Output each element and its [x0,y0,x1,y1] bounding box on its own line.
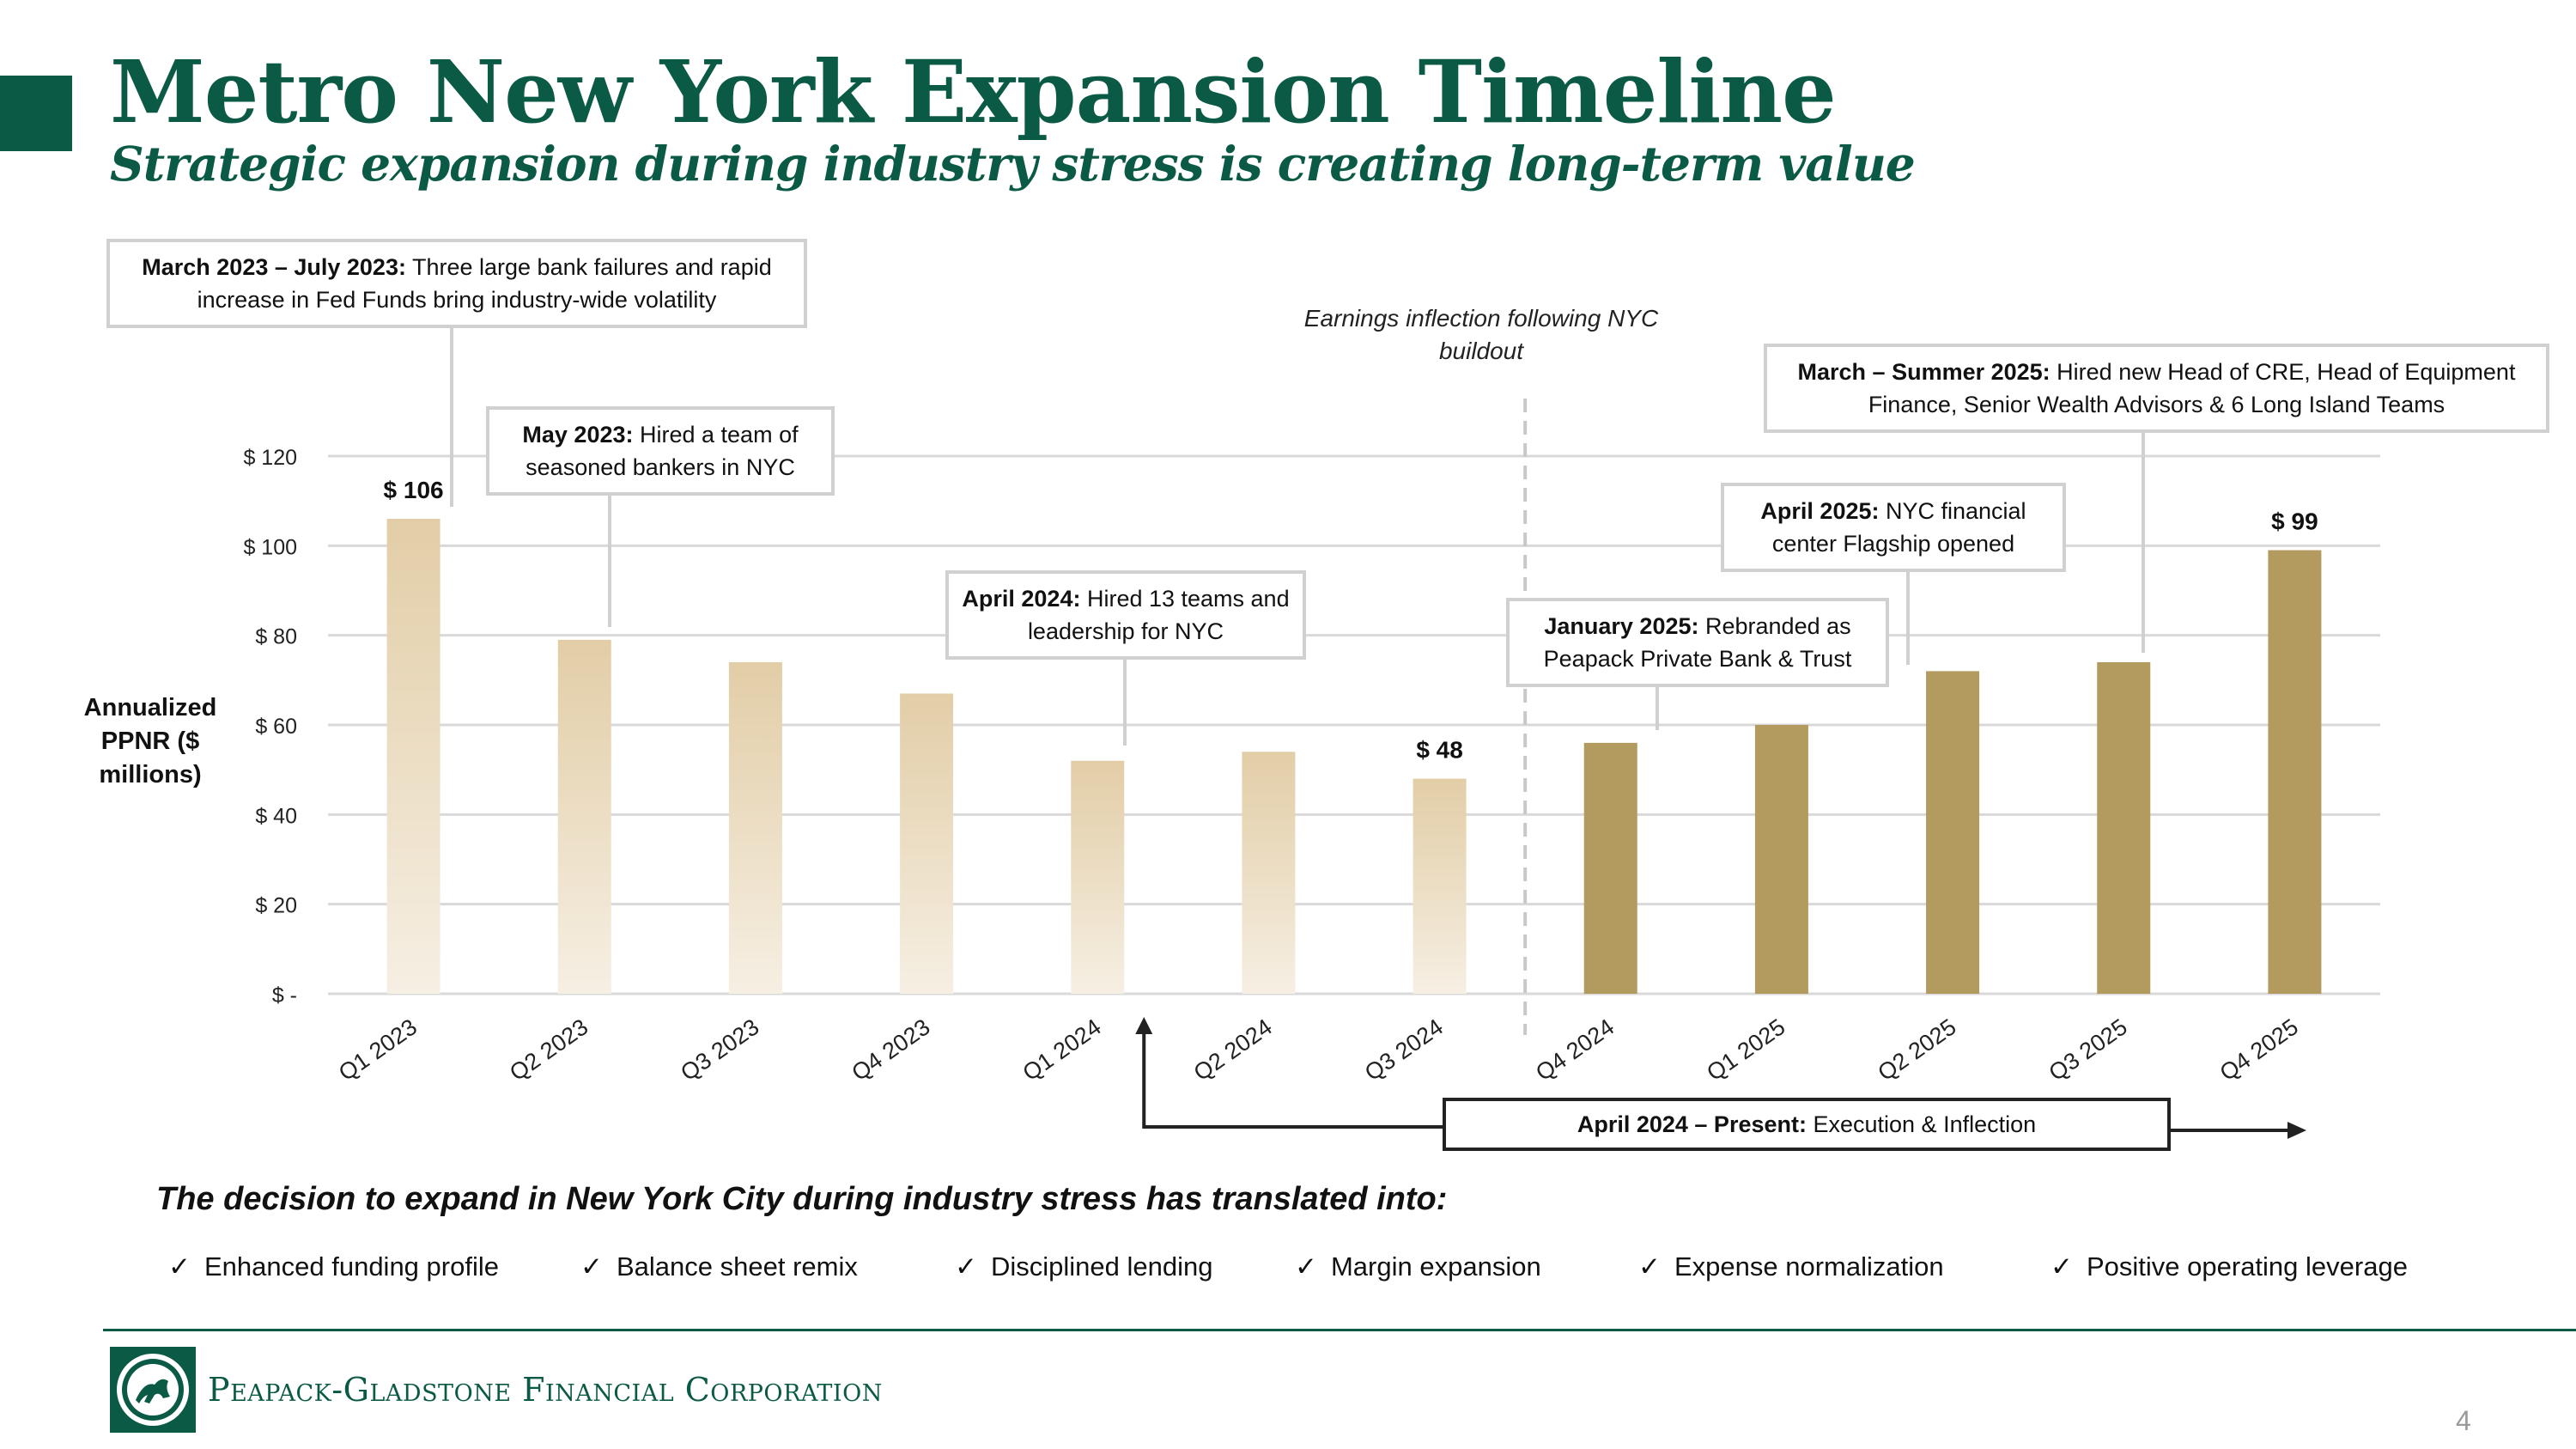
page-number: 4 [2456,1405,2471,1436]
bar-q2-2023 [557,639,611,994]
bar-q3-2024 [1413,778,1467,994]
company-seal-logo [110,1347,196,1433]
right-arrow-icon [2287,1122,2306,1139]
x-tick-label: Q2 2025 [1873,1014,1960,1086]
check-icon: ✓ [1295,1251,1317,1282]
execution-bracket-line [1142,1027,1443,1129]
callout-april-2024-date: April 2024: [962,586,1081,612]
bar-q3-2023 [728,661,782,994]
callout-april-2025-date: April 2025: [1760,498,1880,524]
check-icon: ✓ [168,1251,191,1282]
check-icon: ✓ [2050,1251,2073,1282]
y-tick-label: $ 120 [243,446,297,470]
callout-april-2025: April 2025: NYC financial center Flagshi… [1721,483,2066,572]
callout-may-2023-date: May 2023: [522,422,634,447]
bar-q2-2024 [1242,752,1296,994]
ppnr-bar-chart: $ - $ 20 $ 40 $ 60 $ 80 $ 100 $ 120 Q1 2023 Q2 2… [243,325,2380,1139]
bar-q1-2023 [386,519,440,994]
bullet-enhanced-funding: ✓ Enhanced funding profile [168,1251,499,1282]
bullet-label: Balance sheet remix [616,1251,858,1282]
bar-q1-2025 [1754,725,1808,994]
page-subtitle: Strategic expansion during industry stre… [110,136,1916,192]
bullet-label: Expense normalization [1674,1251,1944,1282]
callout-april-2024: April 2024: Hired 13 teams and leadershi… [945,570,1306,660]
footer-divider [103,1329,2576,1331]
y-tick-label: $ 20 [255,894,297,918]
bullet-operating-leverage: ✓ Positive operating leverage [2050,1251,2408,1282]
callout-march-2023: March 2023 – July 2023: Three large bank… [106,239,807,328]
x-tick-label: Q1 2023 [334,1014,422,1086]
callout-march-2023-date: March 2023 – July 2023: [142,254,406,280]
bottom-heading: The decision to expand in New York City … [156,1181,1448,1217]
callout-january-2025: January 2025: Rebranded as Peapack Priva… [1506,598,1889,687]
bar-q4-2024 [1583,742,1637,994]
callout-april-2024-text: Hired 13 teams and leadership for NYC [1027,586,1290,644]
check-icon: ✓ [580,1251,603,1282]
bar-q3-2025 [2097,661,2151,994]
bullet-label: Margin expansion [1330,1251,1541,1282]
callout-march-2023-text: Three large bank failures and rapid incr… [197,254,772,313]
y-tick-label: $ - [272,983,297,1008]
earnings-inflection-note: Earnings inflection following NYC buildo… [1303,305,1659,364]
callout-execution-inflection-text: Execution & Inflection [1806,1111,2037,1137]
bullet-label: Enhanced funding profile [204,1251,499,1282]
callout-march-summer-2025: March – Summer 2025: Hired new Head of C… [1764,344,2549,433]
callout-may-2023-text: Hired a team of seasoned bankers in NYC [526,422,799,480]
callout-march-summer-2025-date: March – Summer 2025: [1797,359,2050,385]
callout-execution-inflection-date: April 2024 – Present: [1577,1111,1807,1137]
bullet-disciplined-lending: ✓ Disciplined lending [955,1251,1212,1282]
callout-january-2025-text: Rebranded as Peapack Private Bank & Trus… [1543,613,1852,672]
data-label: $ 48 [1416,737,1463,764]
x-tick-label: Q3 2024 [1360,1014,1448,1086]
callout-january-2025-date: January 2025: [1544,613,1699,639]
bar-q2-2025 [1926,671,1980,994]
y-axis-label: Annualized PPNR ($ millions) [83,694,217,788]
x-tick-label: Q2 2023 [505,1014,592,1086]
x-tick-label: Q4 2023 [847,1014,934,1086]
bullet-label: Disciplined lending [990,1251,1213,1282]
up-arrow-icon [1135,1017,1153,1034]
bar-q1-2024 [1071,760,1125,994]
check-icon: ✓ [1638,1251,1661,1282]
x-tick-label: Q3 2025 [2044,1014,2132,1086]
bullet-margin-expansion: ✓ Margin expansion [1295,1251,1541,1282]
page-title: Metro New York Expansion Timeline [110,41,1837,143]
callout-april-2025-text: NYC financial center Flagship opened [1771,498,2026,557]
callout-may-2023: May 2023: Hired a team of seasoned banke… [486,406,835,496]
data-label: $ 99 [2271,508,2318,535]
callout-execution-inflection: April 2024 – Present: Execution & Inflec… [1443,1098,2171,1151]
x-tick-label: Q2 2024 [1189,1014,1277,1086]
x-tick-label: Q4 2024 [1531,1014,1619,1086]
x-tick-label: Q3 2023 [676,1014,763,1086]
company-name: Peapack-Gladstone Financial Corporation [208,1371,883,1409]
y-tick-label: $ 40 [255,804,297,828]
y-tick-label: $ 60 [255,715,297,739]
x-tick-label: Q4 2025 [2215,1014,2303,1086]
y-tick-label: $ 100 [243,535,297,559]
x-tick-label: Q1 2024 [1018,1014,1106,1086]
bar-q4-2025 [2268,550,2322,994]
data-label: $ 106 [384,477,444,503]
check-icon: ✓ [955,1251,977,1282]
title-accent-square [0,76,72,151]
bullet-balance-sheet: ✓ Balance sheet remix [580,1251,858,1282]
y-tick-label: $ 80 [255,625,297,649]
callout-march-summer-2025-text: Hired new Head of CRE, Head of Equipment… [1868,359,2516,417]
bullet-label: Positive operating leverage [2086,1251,2408,1282]
x-tick-label: Q1 2025 [1702,1014,1789,1086]
bar-q4-2023 [900,693,954,994]
bullet-expense-normalization: ✓ Expense normalization [1638,1251,1944,1282]
